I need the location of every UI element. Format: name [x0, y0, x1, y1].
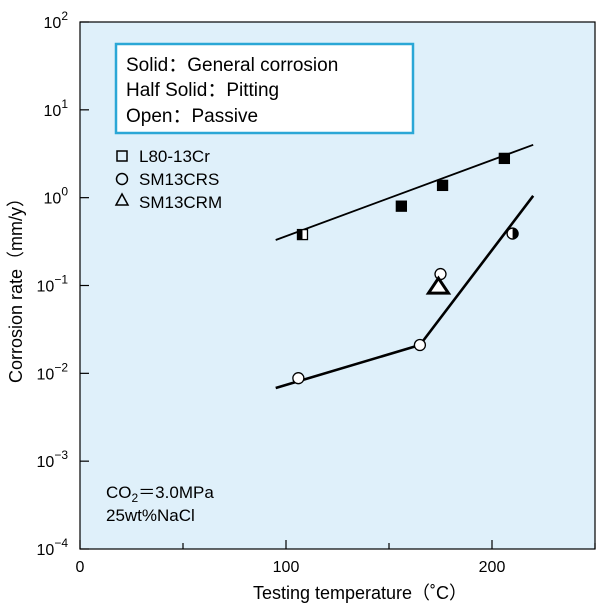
legend-box-line-solid: Solid：General corrosion [126, 55, 338, 76]
trend-line-l80-13cr [275, 143, 534, 241]
y-tick-label: 101 [44, 97, 69, 120]
y-tick-label: 102 [44, 9, 69, 32]
data-point-l80-13cr [498, 152, 511, 165]
legend-box [114, 42, 415, 135]
axis-ticks: 0 100 200 102 101 100 10−1 10−2 10−3 10−4 [37, 9, 596, 576]
x-tick-label: 200 [479, 559, 506, 576]
y-tick-label: 100 [44, 185, 69, 208]
legend-circle-marker [115, 172, 129, 186]
data-point-l80-13cr [436, 179, 449, 192]
legend-label-sm13crm: SM13CRM [139, 193, 222, 212]
legend-label-l80-13cr: L80-13Cr [139, 147, 210, 166]
data-point-sm13crs [292, 372, 305, 385]
y-axis-title: Corrosion rate（mm/y） [6, 189, 26, 383]
x-tick-label: 100 [273, 559, 300, 576]
legend-box-line-half-solid: Half Solid：Pitting [126, 80, 279, 101]
data-point-sm13crs [413, 338, 427, 352]
x-axis-title: Testing temperature（˚C） [253, 583, 467, 603]
data-point-sm13crs [434, 267, 447, 281]
legend-box-line-open: Open：Passive [126, 106, 258, 127]
data-point-l80-13cr [395, 200, 408, 212]
x-tick-label: 0 [76, 559, 85, 576]
condition-nacl: 25wt%NaCl [106, 506, 195, 525]
legend-square-marker [116, 150, 128, 162]
y-tick-label: 10−1 [37, 273, 69, 296]
data-points [292, 152, 519, 385]
data-point-sm13crm [425, 275, 452, 295]
y-tick-label: 10−2 [37, 360, 69, 383]
data-point-l80-13cr-half-fill [297, 229, 303, 240]
y-tick-label: 10−3 [37, 448, 69, 471]
y-tick-label: 10−4 [37, 536, 69, 559]
legend-label-sm13crs: SM13CRS [139, 170, 219, 189]
condition-co2: CO2＝3.0MPa [106, 483, 214, 505]
legend-triangle-marker [114, 192, 130, 206]
data-point-sm13crs-half-fill [512, 228, 519, 240]
